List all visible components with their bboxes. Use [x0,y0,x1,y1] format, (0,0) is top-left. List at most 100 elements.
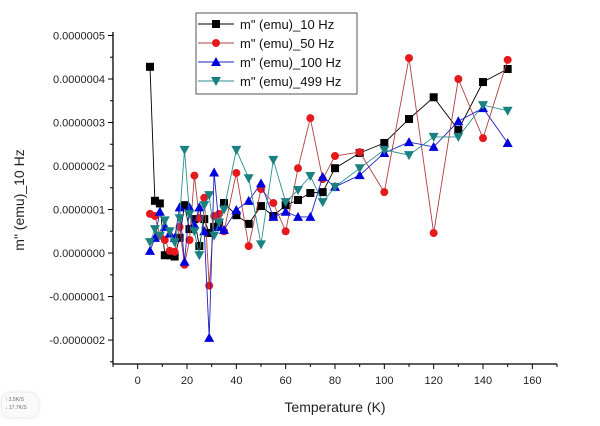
data-point [318,188,327,197]
data-point [212,20,220,28]
data-point [428,141,439,151]
series-4 [145,101,513,261]
data-point [256,178,266,188]
data-point [160,235,169,244]
x-tick-label: 40 [230,375,242,387]
legend-label: m" (emu)_10 Hz [240,17,334,32]
legend-item: m" (emu)_10 Hz [198,17,334,32]
data-point [429,93,438,102]
data-point [454,125,463,134]
data-point [214,218,225,228]
data-point [256,240,266,250]
y-tick-label: 0.0000005 [53,30,105,42]
data-point [170,247,179,256]
y-axis-title: m" (emu)_10 Hz [11,149,27,250]
data-point [380,138,389,147]
data-point [146,62,154,71]
x-tick-label: 160 [523,375,541,387]
y-tick-label: 0.0000004 [53,74,105,86]
arrow-up-icon: ↑ [5,397,8,403]
data-point [244,219,253,228]
data-point [145,238,155,248]
data-point [331,164,339,173]
y-tick-label: -0.0000001 [49,292,105,304]
data-point [354,164,365,174]
data-point [281,227,290,236]
data-point [305,211,316,221]
data-point [199,201,210,211]
data-point [231,204,242,214]
data-point [317,171,328,181]
data-point [212,39,220,47]
upload-speed: 2.5K/S [8,397,24,403]
data-point [200,193,209,202]
data-point [404,137,414,147]
data-point [154,206,165,216]
data-point [185,235,194,244]
data-point [330,182,340,192]
data-point [503,55,512,64]
x-tick-label: 60 [280,375,292,387]
data-point [165,251,174,260]
data-point [268,211,279,221]
data-point [170,252,179,261]
data-point [210,222,219,231]
data-point [454,74,463,83]
data-point [215,209,224,218]
y-tick-label: -0.0000002 [49,335,105,347]
x-tick-label: 120 [424,375,442,387]
data-point [219,205,229,215]
data-point [294,164,302,173]
data-point [293,211,303,221]
data-point [231,145,242,155]
data-point [189,227,200,237]
data-point [453,116,464,126]
data-point [179,145,190,155]
data-point [160,251,169,260]
data-point [194,202,205,212]
data-point [145,245,155,255]
data-point [243,174,254,184]
data-point [503,64,512,73]
upload-speed-row: ↑ 2.5K/S [5,396,38,404]
legend-label: m" (emu)_100 Hz [240,55,341,70]
data-point [174,202,185,212]
data-point [200,215,209,224]
data-point [453,132,464,142]
data-point [174,214,185,224]
data-point [405,115,413,124]
data-point [219,224,229,234]
data-point [502,106,513,116]
data-point [154,231,165,241]
data-point [190,171,199,180]
data-point [305,172,316,182]
data-point [380,188,389,197]
series-line [149,58,509,286]
data-point [280,198,291,208]
data-point [244,242,253,251]
legend-label: m" (emu)_50 Hz [240,36,334,51]
data-point [280,206,291,216]
data-point [479,78,487,87]
data-point [204,191,215,201]
data-point [502,137,513,147]
data-point [405,54,413,63]
x-axis-title: Temperature (K) [284,399,385,415]
data-point [184,209,195,219]
x-tick-label: 20 [181,375,193,387]
data-point [179,256,190,266]
data-point [149,225,160,235]
data-point [478,101,488,111]
data-point [404,151,414,161]
data-point [269,199,278,208]
data-point [185,225,194,234]
data-point [306,114,315,123]
data-point [243,195,254,205]
data-point [205,229,214,238]
axes: 0 20 40 60 80 100 120 140 160 -0.0000002 -0.000000… [49,30,558,387]
data-point [331,152,339,161]
data-point [204,332,215,342]
data-point [184,202,195,212]
legend-item: m" (emu)_499 Hz [198,74,341,89]
